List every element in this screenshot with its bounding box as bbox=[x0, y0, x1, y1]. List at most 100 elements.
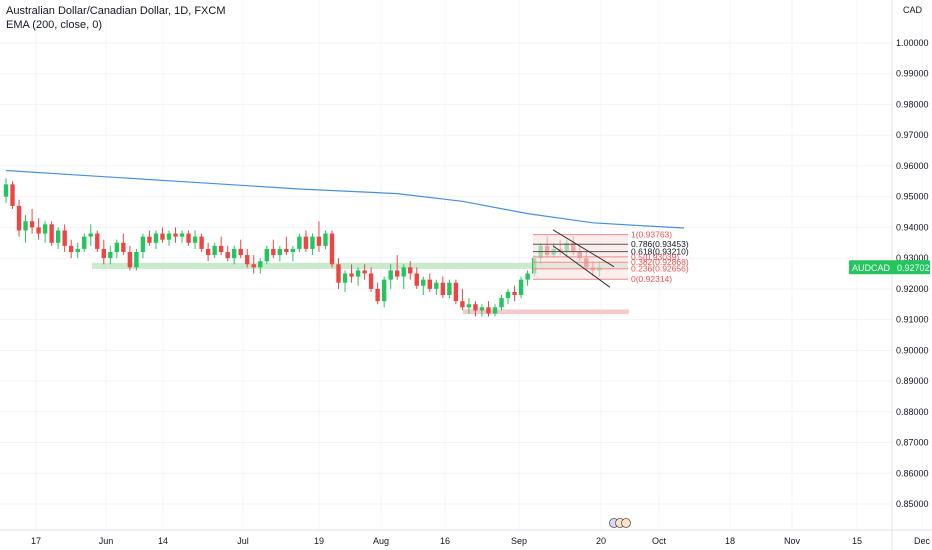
candle-body bbox=[82, 236, 87, 249]
candle-body bbox=[355, 270, 361, 277]
price-badge-symbol: AUDCAD bbox=[852, 263, 891, 273]
price-badge-bg bbox=[849, 260, 930, 275]
candle-body bbox=[238, 248, 243, 256]
candle-body bbox=[153, 233, 159, 243]
candle-body bbox=[473, 304, 478, 311]
fib-level-label: 0.382(0.92868) bbox=[631, 257, 689, 267]
candle-body bbox=[342, 273, 348, 283]
candle-body bbox=[525, 273, 530, 280]
candle-body bbox=[69, 245, 74, 252]
candle-body bbox=[297, 236, 302, 249]
candle-body bbox=[199, 236, 204, 249]
candle-body bbox=[179, 233, 185, 237]
candle-body bbox=[362, 270, 367, 274]
candle-body bbox=[212, 245, 217, 256]
candle-body bbox=[421, 279, 426, 286]
candle-body bbox=[166, 233, 172, 240]
candle-body bbox=[62, 230, 67, 246]
candle-body bbox=[264, 248, 269, 262]
time-tick-label: Jun bbox=[99, 536, 114, 546]
candle-body bbox=[277, 248, 283, 256]
price-tick-label: 0.93000 bbox=[896, 253, 929, 263]
channel-upper-line bbox=[552, 229, 615, 268]
ema-200-line bbox=[5, 169, 685, 229]
candle-body bbox=[173, 233, 178, 237]
candle-body bbox=[303, 236, 309, 249]
time-tick-label: 19 bbox=[314, 536, 324, 546]
candle-body bbox=[75, 248, 80, 252]
candle-body bbox=[408, 267, 413, 274]
candle-body bbox=[23, 221, 28, 231]
time-tick-label: Oct bbox=[652, 536, 667, 546]
currency-label: CAD bbox=[903, 5, 923, 15]
time-tick-label: Sep bbox=[511, 536, 527, 546]
candle-body bbox=[49, 224, 54, 243]
candle-body bbox=[323, 233, 328, 246]
candle-body bbox=[375, 288, 380, 302]
candle-body bbox=[251, 264, 256, 268]
time-tick-label: Nov bbox=[784, 536, 801, 546]
candle-body bbox=[36, 227, 41, 234]
candle-body bbox=[147, 236, 152, 243]
candle-body bbox=[381, 279, 387, 302]
channel-lower-line bbox=[552, 245, 611, 288]
zones bbox=[92, 262, 629, 315]
candle-body bbox=[414, 273, 419, 286]
candle-body bbox=[518, 279, 524, 296]
price-tick-label: 0.87000 bbox=[896, 438, 929, 448]
price-tick-label: 0.98000 bbox=[896, 99, 929, 109]
time-tick-label: 20 bbox=[596, 536, 606, 546]
time-tick-label: 18 bbox=[725, 536, 735, 546]
candle-body bbox=[16, 205, 22, 231]
candle-body bbox=[114, 242, 120, 252]
support-zone bbox=[92, 262, 628, 269]
candle-body bbox=[108, 251, 113, 259]
candle-body bbox=[258, 261, 263, 268]
candle-body bbox=[192, 236, 198, 243]
event-flag-icon bbox=[621, 518, 631, 528]
candle-body bbox=[55, 230, 61, 243]
price-tick-label: 0.92000 bbox=[896, 284, 929, 294]
candle-body bbox=[101, 248, 106, 259]
time-tick-label: 17 bbox=[31, 536, 41, 546]
candle-body bbox=[453, 282, 459, 302]
price-tick-label: 0.96000 bbox=[896, 161, 929, 171]
candles bbox=[3, 178, 602, 317]
candle-body bbox=[512, 291, 517, 296]
trend-channel bbox=[552, 229, 615, 288]
candle-body bbox=[160, 233, 165, 240]
candle-body bbox=[140, 236, 146, 252]
price-badge-value: 0.92702 bbox=[897, 263, 930, 273]
candle-body bbox=[466, 304, 472, 308]
candle-body bbox=[232, 248, 237, 259]
candle-body bbox=[10, 184, 15, 206]
indicator-label[interactable]: EMA (200, close, 0) bbox=[6, 19, 102, 31]
time-tick-label: 16 bbox=[440, 536, 450, 546]
candle-body bbox=[205, 248, 211, 256]
last-price-badge: AUDCAD 0.92702 bbox=[849, 260, 930, 275]
candle-body bbox=[499, 298, 504, 308]
candle-body bbox=[134, 251, 139, 268]
symbol-title[interactable]: Australian Dollar/Canadian Dollar, 1D, F… bbox=[6, 5, 226, 17]
candle-body bbox=[329, 233, 335, 265]
fib-level-label: 0.236(0.92656) bbox=[631, 264, 689, 274]
time-tick-label: Jul bbox=[237, 536, 249, 546]
candle-body bbox=[440, 282, 446, 296]
price-tick-label: 1.00000 bbox=[896, 38, 929, 48]
price-tick-label: 0.99000 bbox=[896, 69, 929, 79]
candle-body bbox=[42, 224, 48, 234]
candle-body bbox=[3, 184, 9, 197]
candle-body bbox=[95, 233, 100, 249]
candle-body bbox=[349, 273, 354, 277]
candle-body bbox=[395, 270, 400, 277]
candle-body bbox=[434, 282, 439, 289]
price-tick-label: 0.88000 bbox=[896, 407, 929, 417]
price-tick-label: 0.86000 bbox=[896, 468, 929, 478]
candle-body bbox=[388, 270, 393, 280]
candle-body bbox=[505, 291, 511, 299]
candle-body bbox=[427, 279, 432, 289]
fib-level-label: 1(0.93763) bbox=[631, 230, 672, 240]
candle-body bbox=[29, 221, 35, 228]
candle-body bbox=[486, 307, 491, 314]
